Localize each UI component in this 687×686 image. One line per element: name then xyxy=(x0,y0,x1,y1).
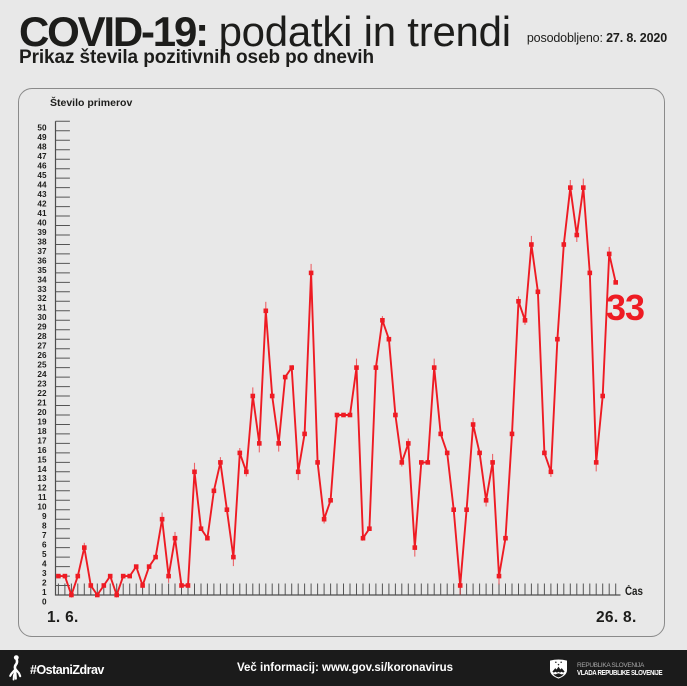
svg-text:26: 26 xyxy=(37,351,47,360)
svg-text:20: 20 xyxy=(37,408,47,417)
svg-text:12: 12 xyxy=(37,484,47,493)
svg-text:40: 40 xyxy=(37,218,47,227)
svg-text:35: 35 xyxy=(37,266,47,275)
svg-text:19: 19 xyxy=(37,417,47,426)
svg-text:6: 6 xyxy=(42,541,47,550)
svg-text:22: 22 xyxy=(37,389,47,398)
svg-text:17: 17 xyxy=(37,436,47,445)
svg-text:3: 3 xyxy=(42,569,47,578)
svg-text:2: 2 xyxy=(42,579,47,588)
svg-text:38: 38 xyxy=(37,237,47,246)
svg-text:7: 7 xyxy=(42,531,47,540)
svg-text:36: 36 xyxy=(37,256,47,265)
svg-text:24: 24 xyxy=(37,370,47,379)
svg-text:50: 50 xyxy=(37,124,47,133)
svg-text:23: 23 xyxy=(37,380,47,389)
svg-text:16: 16 xyxy=(37,446,47,455)
svg-text:46: 46 xyxy=(37,162,47,171)
svg-text:11: 11 xyxy=(38,493,47,502)
svg-text:31: 31 xyxy=(37,304,47,313)
svg-text:44: 44 xyxy=(37,181,47,190)
svg-text:14: 14 xyxy=(37,465,47,474)
svg-text:42: 42 xyxy=(37,200,47,209)
svg-text:43: 43 xyxy=(37,190,47,199)
svg-text:25: 25 xyxy=(37,361,47,370)
svg-text:49: 49 xyxy=(37,133,47,142)
svg-text:18: 18 xyxy=(37,427,47,436)
svg-text:27: 27 xyxy=(37,342,47,351)
svg-text:8: 8 xyxy=(42,522,47,531)
svg-text:4: 4 xyxy=(42,560,47,569)
svg-text:21: 21 xyxy=(37,398,47,407)
svg-text:0: 0 xyxy=(42,597,47,606)
svg-text:32: 32 xyxy=(37,294,47,303)
svg-text:30: 30 xyxy=(37,313,47,322)
svg-text:29: 29 xyxy=(37,323,47,332)
svg-text:13: 13 xyxy=(37,474,47,483)
svg-text:9: 9 xyxy=(42,512,47,521)
svg-text:15: 15 xyxy=(37,455,47,464)
svg-text:33: 33 xyxy=(37,285,47,294)
svg-text:39: 39 xyxy=(37,228,47,237)
svg-text:10: 10 xyxy=(37,503,47,512)
svg-text:48: 48 xyxy=(37,143,47,152)
svg-text:28: 28 xyxy=(37,332,47,341)
svg-text:37: 37 xyxy=(37,247,47,256)
svg-text:47: 47 xyxy=(37,152,47,161)
svg-text:45: 45 xyxy=(37,171,47,180)
svg-text:5: 5 xyxy=(42,550,47,559)
svg-text:34: 34 xyxy=(37,275,47,284)
svg-text:1: 1 xyxy=(42,588,47,597)
svg-text:41: 41 xyxy=(37,209,47,218)
